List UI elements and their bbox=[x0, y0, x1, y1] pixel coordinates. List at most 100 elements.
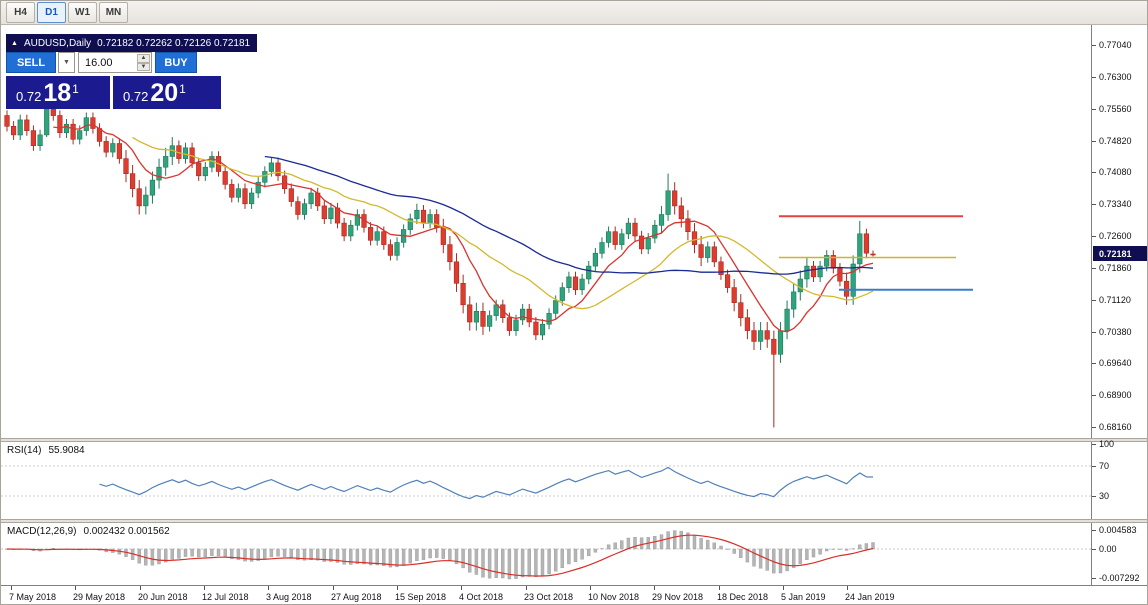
time-axis-tick bbox=[11, 586, 12, 590]
panel-splitter[interactable] bbox=[1, 438, 1147, 442]
timeframe-button-h4[interactable]: H4 bbox=[6, 2, 35, 23]
timeframe-button-mn[interactable]: MN bbox=[99, 2, 128, 23]
price-axis-tick bbox=[1092, 172, 1096, 174]
macd-axis-tick bbox=[1092, 530, 1096, 531]
buy-price-big: 20 bbox=[150, 79, 179, 108]
timeframe-button-w1[interactable]: W1 bbox=[68, 2, 97, 23]
time-axis-label: 18 Dec 2018 bbox=[717, 592, 769, 602]
sell-price-prefix: 0.72 bbox=[16, 89, 42, 104]
macd-panel[interactable]: MACD(12,26,9) 0.002432 0.001562 0.004583… bbox=[1, 523, 1147, 585]
price-axis-tick bbox=[1092, 204, 1096, 206]
buy-price-display[interactable]: 0.72 20 1 bbox=[113, 76, 221, 109]
panel-splitter[interactable] bbox=[1, 519, 1147, 523]
price-axis-tick bbox=[1092, 45, 1096, 46]
time-axis-label: 27 Aug 2018 bbox=[331, 592, 382, 602]
macd-axis-label: 0.00 bbox=[1099, 544, 1117, 554]
buy-button[interactable]: BUY bbox=[155, 52, 197, 73]
price-axis-tick bbox=[1092, 236, 1096, 237]
sell-button[interactable]: SELL bbox=[6, 52, 56, 73]
sell-price-display[interactable]: 0.72 18 1 bbox=[6, 76, 110, 109]
rsi-chart[interactable] bbox=[1, 442, 1091, 519]
price-axis-label: 0.68900 bbox=[1099, 390, 1132, 401]
time-axis[interactable]: 7 May 2018 29 May 2018 20 Jun 2018 12 Jul 2… bbox=[1, 585, 1147, 604]
time-axis-label: 12 Jul 2018 bbox=[202, 592, 249, 602]
macd-histogram bbox=[5, 530, 875, 580]
time-axis-tick bbox=[847, 586, 848, 590]
price-axis-label: 0.75560 bbox=[1099, 103, 1132, 114]
spinner-up-button[interactable]: ▲ bbox=[137, 54, 150, 63]
macd-axis-label: -0.007292 bbox=[1099, 573, 1140, 583]
price-axis-label: 0.74820 bbox=[1099, 135, 1132, 146]
macd-axis-label: 0.004583 bbox=[1099, 525, 1137, 535]
price-axis-label: 0.71860 bbox=[1099, 262, 1132, 273]
price-axis-label: 0.77040 bbox=[1099, 40, 1132, 50]
price-axis-tick bbox=[1092, 140, 1096, 142]
price-axis-tick bbox=[1092, 363, 1096, 365]
spinner-down-button[interactable]: ▼ bbox=[137, 62, 150, 71]
macd-signal-line bbox=[6, 534, 874, 577]
rsi-axis-tick bbox=[1092, 466, 1096, 467]
rsi-label: RSI(14) bbox=[7, 445, 42, 456]
time-axis-label: 7 May 2018 bbox=[9, 592, 57, 602]
ma-slow-line bbox=[264, 155, 874, 275]
price-axis-tick bbox=[1092, 299, 1096, 301]
price-axis-label: 0.74080 bbox=[1099, 167, 1132, 178]
one-click-trade-row: SELL ▼ ▲ ▼ BUY bbox=[6, 52, 197, 73]
chart-icon: ▲ bbox=[11, 39, 18, 47]
chart-title: ▲ AUDUSD,Daily 0.72182 0.72262 0.72126 0… bbox=[6, 34, 258, 52]
time-axis-tick bbox=[654, 586, 655, 590]
volume-input[interactable] bbox=[79, 55, 139, 70]
rsi-label-row: RSI(14) 55.9084 bbox=[7, 445, 85, 456]
macd-values: 0.002432 0.001562 bbox=[83, 526, 170, 537]
chart-ohlc-values: 0.72182 0.72262 0.72126 0.72181 bbox=[97, 37, 251, 49]
price-axis-label: 0.69640 bbox=[1099, 358, 1132, 369]
rsi-axis-label: 100 bbox=[1099, 438, 1115, 449]
macd-chart[interactable] bbox=[1, 523, 1091, 585]
order-type-dropdown[interactable]: ▼ bbox=[58, 52, 75, 73]
rsi-line bbox=[99, 466, 874, 500]
price-axis-label: 0.72600 bbox=[1099, 231, 1132, 241]
time-axis-tick bbox=[526, 586, 527, 590]
volume-field: ▲ ▼ bbox=[78, 52, 152, 73]
time-axis-label: 15 Sep 2018 bbox=[395, 592, 447, 602]
bid-ask-display-row: 0.72 18 1 0.72 20 1 bbox=[6, 76, 221, 109]
time-axis-tick bbox=[204, 586, 205, 590]
sell-price-big: 18 bbox=[43, 79, 72, 108]
sell-price-pip: 1 bbox=[72, 82, 79, 96]
price-chart-panel[interactable]: ▲ AUDUSD,Daily 0.72182 0.72262 0.72126 0… bbox=[1, 25, 1147, 438]
buy-price-pip: 1 bbox=[179, 82, 186, 96]
current-price-tag: 0.72181 bbox=[1093, 246, 1147, 262]
price-axis-tick bbox=[1092, 395, 1096, 397]
macd-axis[interactable]: 0.004583 0.00 -0.007292 bbox=[1091, 523, 1147, 585]
time-axis-label: 3 Aug 2018 bbox=[266, 592, 312, 602]
time-axis-tick bbox=[140, 586, 141, 590]
price-axis[interactable]: 0.72181 0.77040 0.76300 0.75560 0.74820 0.74… bbox=[1091, 25, 1147, 438]
time-axis-label: 23 Oct 2018 bbox=[524, 592, 574, 602]
rsi-value: 55.9084 bbox=[48, 445, 85, 456]
time-axis-tick bbox=[75, 586, 76, 590]
price-axis-label: 0.70380 bbox=[1099, 326, 1132, 337]
candlestick-chart[interactable] bbox=[1, 25, 1091, 438]
price-axis-label: 0.73340 bbox=[1099, 199, 1132, 210]
rsi-axis-tick bbox=[1092, 443, 1096, 445]
rsi-axis[interactable]: 100 70 30 bbox=[1091, 438, 1147, 519]
volume-spinner: ▲ ▼ bbox=[137, 54, 150, 71]
time-axis-label: 10 Nov 2018 bbox=[588, 592, 640, 602]
macd-axis-tick bbox=[1092, 549, 1096, 550]
macd-label: MACD(12,26,9) bbox=[7, 526, 77, 537]
time-axis-tick bbox=[268, 586, 269, 590]
rsi-panel[interactable]: RSI(14) 55.9084 100 70 30 bbox=[1, 438, 1147, 519]
time-axis-label: 29 Nov 2018 bbox=[652, 592, 704, 602]
price-axis-tick bbox=[1092, 427, 1096, 428]
buy-price-prefix: 0.72 bbox=[123, 89, 149, 104]
macd-axis-tick bbox=[1092, 578, 1096, 579]
chevron-down-icon: ▼ bbox=[63, 59, 70, 66]
price-axis-label: 0.76300 bbox=[1099, 71, 1132, 82]
price-axis-label: 0.68160 bbox=[1099, 422, 1132, 432]
time-axis-tick bbox=[783, 586, 784, 590]
timeframe-button-d1[interactable]: D1 bbox=[37, 2, 66, 23]
price-axis-tick bbox=[1092, 267, 1096, 269]
rsi-axis-label: 70 bbox=[1099, 461, 1110, 471]
time-axis-tick bbox=[397, 586, 398, 590]
time-axis-tick bbox=[719, 586, 720, 590]
